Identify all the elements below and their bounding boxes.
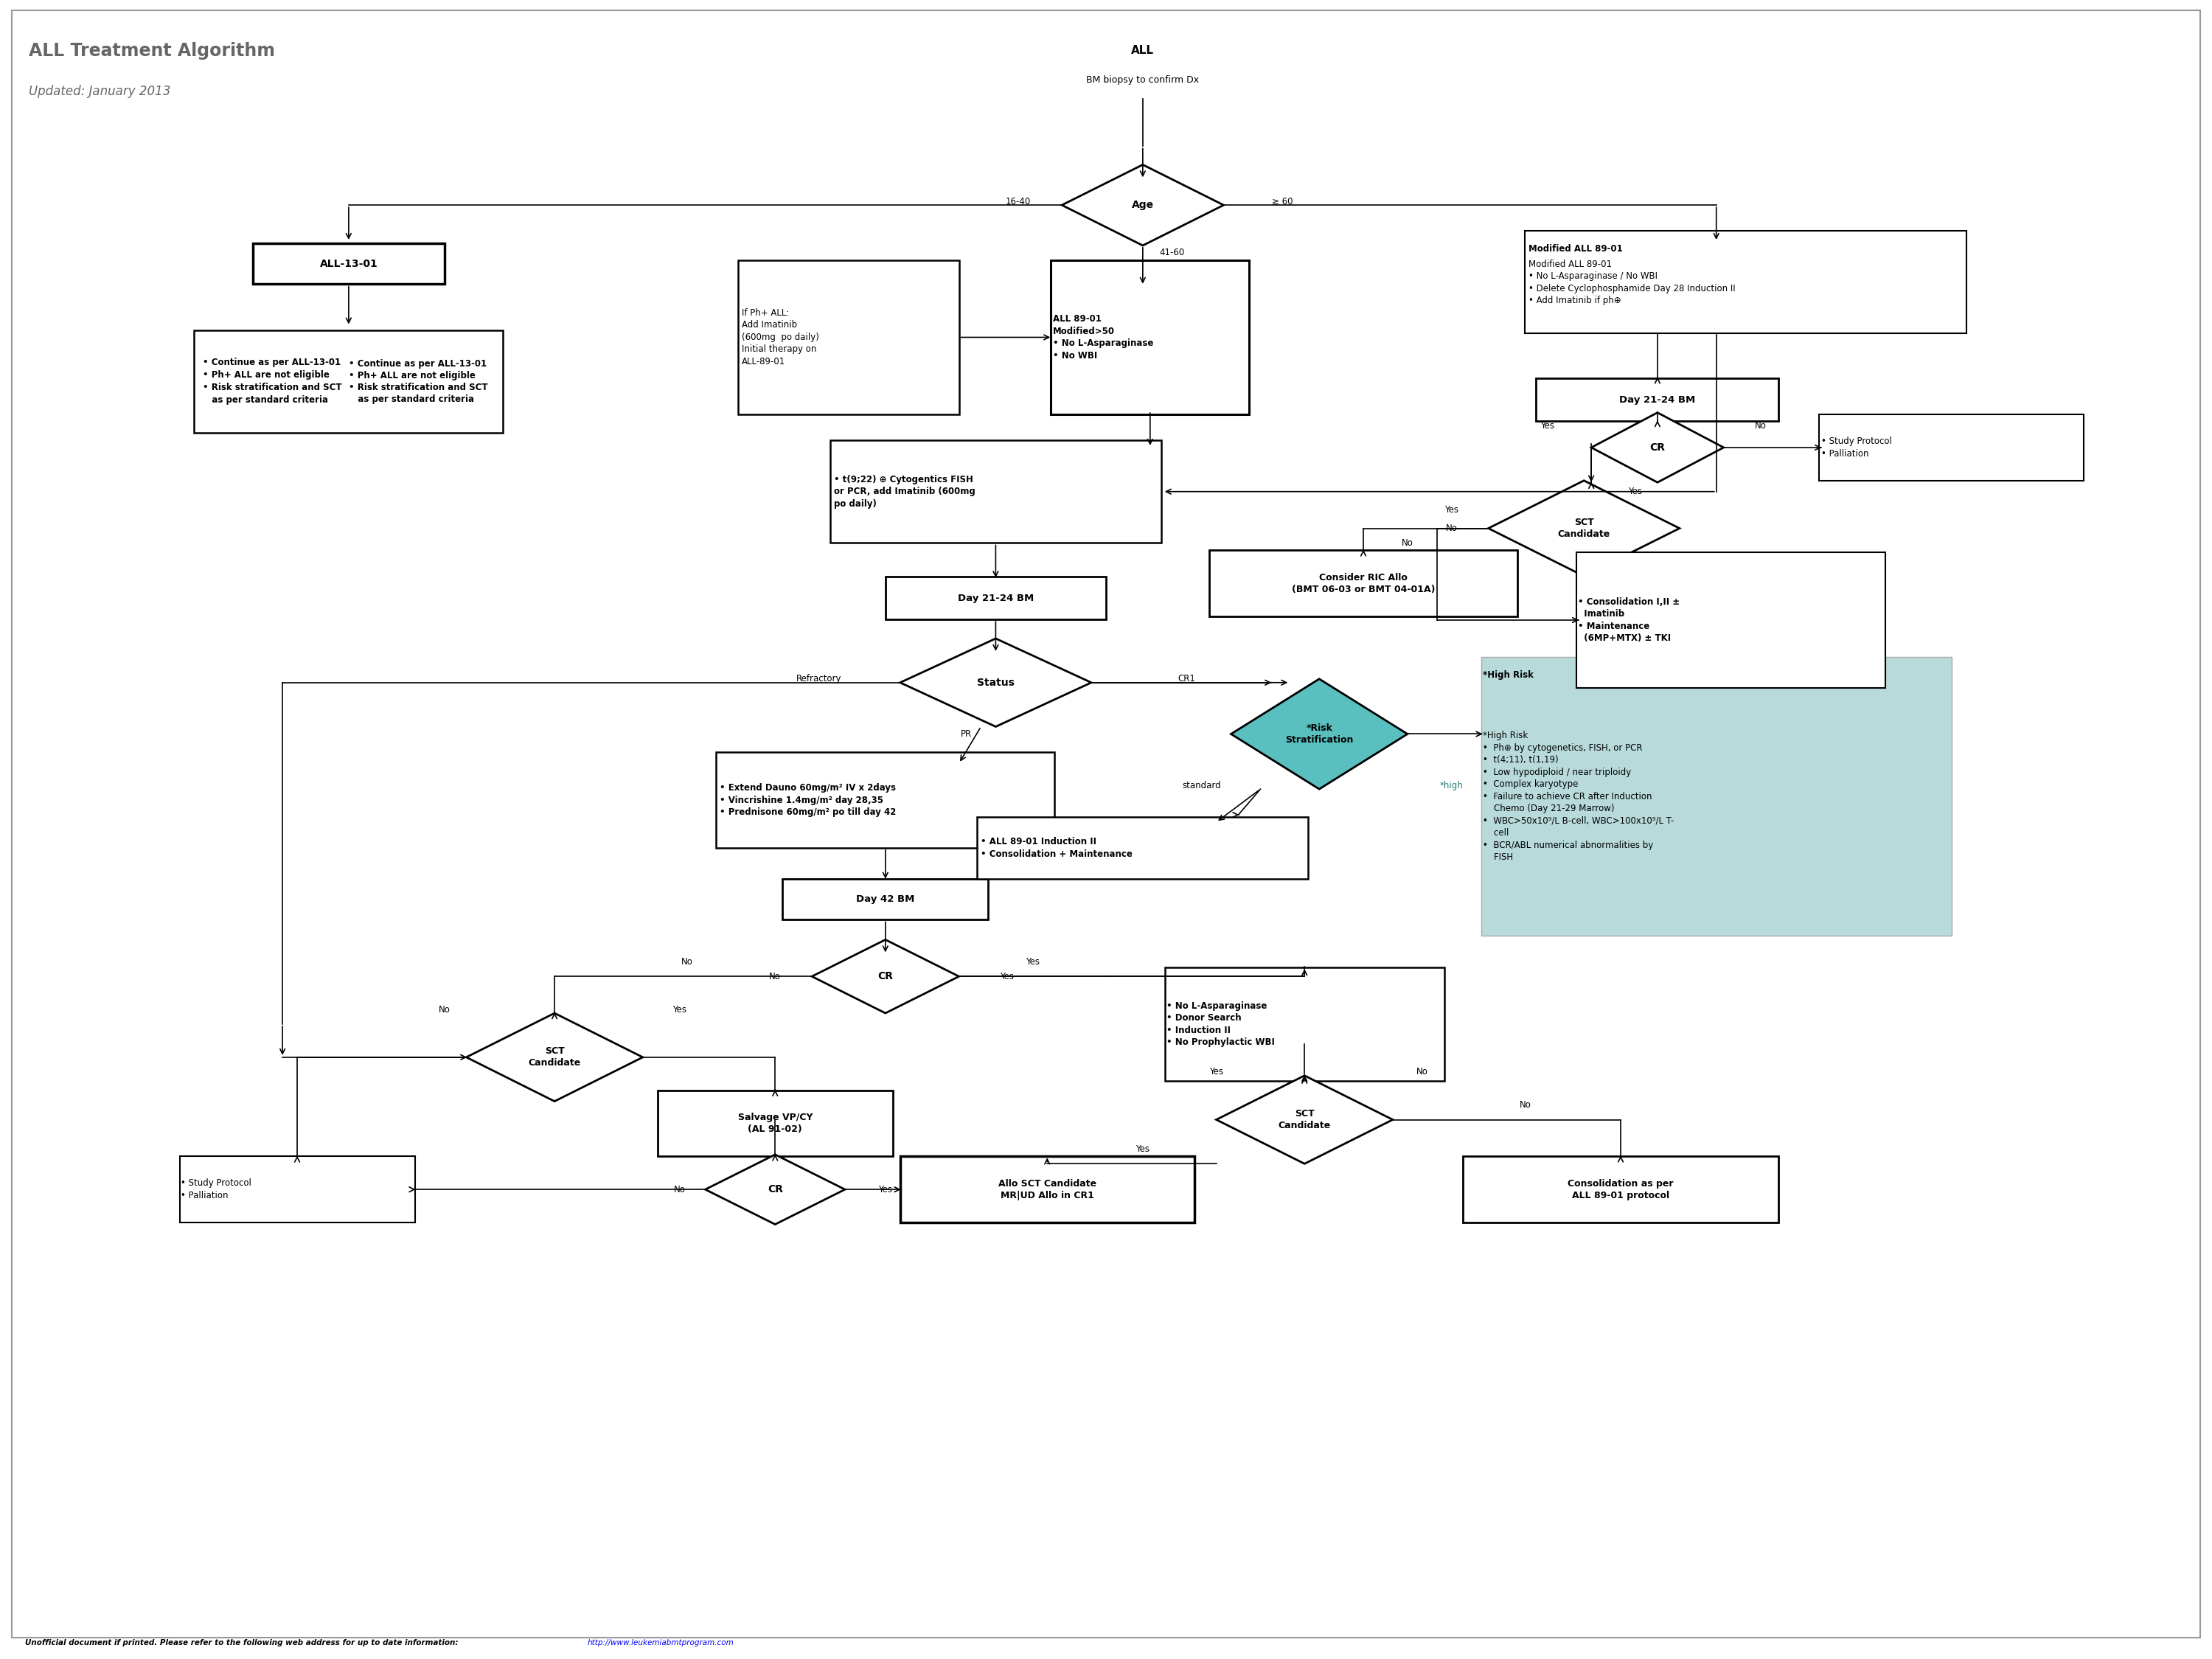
Polygon shape	[900, 639, 1091, 727]
Bar	[657, 1090, 894, 1156]
Text: No: No	[1520, 1100, 1531, 1110]
Text: Modified ALL 89-01
• No L-Asparaginase / No WBI
• Delete Cyclophosphamide Day 28: Modified ALL 89-01 • No L-Asparaginase /…	[1528, 259, 1736, 305]
Bar	[1166, 967, 1444, 1082]
Text: Day 21-24 BM: Day 21-24 BM	[1619, 395, 1697, 405]
Text: • Extend Dauno 60mg/m² IV x 2days
• Vincrishine 1.4mg/m² day 28,35
• Prednisone : • Extend Dauno 60mg/m² IV x 2days • Vinc…	[719, 783, 896, 818]
Bar	[900, 1156, 1194, 1223]
Text: ALL 89-01
Modified>50
• No L-Asparaginase
• No WBI: ALL 89-01 Modified>50 • No L-Asparaginas…	[1053, 314, 1155, 360]
Bar	[739, 260, 960, 415]
Text: Yes: Yes	[878, 1185, 891, 1194]
Text: Yes: Yes	[1628, 486, 1641, 496]
Text: http://www.leukemiabmtprogram.com: http://www.leukemiabmtprogram.com	[588, 1639, 734, 1646]
Text: Salvage VP/CY
(AL 91-02): Salvage VP/CY (AL 91-02)	[739, 1113, 812, 1135]
Text: Refractory: Refractory	[796, 674, 843, 684]
Bar	[1818, 415, 2084, 481]
Text: Yes: Yes	[672, 1005, 686, 1014]
Bar	[1535, 378, 1778, 421]
Text: No: No	[675, 1185, 686, 1194]
Bar	[783, 879, 989, 919]
Bar	[830, 440, 1161, 542]
Text: PR: PR	[960, 730, 971, 738]
Polygon shape	[1217, 1075, 1394, 1163]
Text: No: No	[1754, 421, 1765, 430]
Text: SCT
Candidate: SCT Candidate	[529, 1047, 582, 1068]
Polygon shape	[706, 1155, 845, 1224]
Text: BM biopsy to confirm Dx: BM biopsy to confirm Dx	[1086, 75, 1199, 85]
Polygon shape	[1232, 679, 1407, 790]
Bar	[1577, 552, 1885, 688]
Text: Yes: Yes	[1135, 1145, 1150, 1155]
Text: Day 21-24 BM: Day 21-24 BM	[958, 594, 1033, 602]
Polygon shape	[1489, 481, 1679, 576]
Text: Yes: Yes	[1000, 972, 1013, 980]
Bar	[179, 1156, 416, 1223]
Text: • Continue as per ALL-13-01
• Ph+ ALL are not eligible
• Risk stratification and: • Continue as per ALL-13-01 • Ph+ ALL ar…	[349, 358, 487, 403]
Text: No: No	[1402, 538, 1413, 547]
Bar	[1210, 551, 1517, 617]
Text: 41-60: 41-60	[1159, 249, 1186, 257]
Text: 16-40: 16-40	[1004, 197, 1031, 206]
Text: SCT
Candidate: SCT Candidate	[1557, 518, 1610, 539]
Text: standard: standard	[1181, 781, 1221, 790]
Text: *high: *high	[1440, 781, 1464, 790]
Text: Yes: Yes	[1210, 1067, 1223, 1077]
Text: Modified ALL 89-01: Modified ALL 89-01	[1528, 244, 1624, 254]
Text: • No L-Asparaginase
• Donor Search
• Induction II
• No Prophylactic WBI: • No L-Asparaginase • Donor Search • Ind…	[1166, 1000, 1274, 1047]
Text: No: No	[681, 957, 692, 967]
Polygon shape	[812, 939, 960, 1014]
Text: CR: CR	[768, 1185, 783, 1194]
Text: • Continue as per ALL-13-01
• Ph+ ALL are not eligible
• Risk stratification and: • Continue as per ALL-13-01 • Ph+ ALL ar…	[204, 358, 343, 405]
Text: CR: CR	[1650, 443, 1666, 453]
Text: • Consolidation I,II ±
  Imatinib
• Maintenance
  (6MP+MTX) ± TKI: • Consolidation I,II ± Imatinib • Mainte…	[1577, 597, 1679, 644]
Text: ≥ 60: ≥ 60	[1272, 197, 1294, 206]
Text: No: No	[1416, 1067, 1429, 1077]
Text: CR1: CR1	[1179, 674, 1197, 684]
Bar	[885, 577, 1106, 619]
Text: Age: Age	[1133, 201, 1155, 211]
Text: SCT
Candidate: SCT Candidate	[1279, 1108, 1332, 1130]
Text: *High Risk: *High Risk	[1482, 670, 1533, 680]
Bar	[1051, 260, 1250, 415]
Text: Yes: Yes	[1444, 504, 1458, 514]
Bar	[1482, 657, 1951, 936]
Text: No: No	[438, 1005, 449, 1014]
Bar	[1462, 1156, 1778, 1223]
Text: Yes: Yes	[1540, 421, 1555, 430]
Text: ALL Treatment Algorithm: ALL Treatment Algorithm	[29, 41, 274, 60]
Text: • ALL 89-01 Induction II
• Consolidation + Maintenance: • ALL 89-01 Induction II • Consolidation…	[980, 838, 1133, 859]
Text: • Study Protocol
• Palliation: • Study Protocol • Palliation	[1820, 436, 1891, 458]
Polygon shape	[1590, 413, 1723, 483]
Text: *High Risk
•  Ph⊕ by cytogenetics, FISH, or PCR
•  t(4;11), t(1,19)
•  Low hypod: *High Risk • Ph⊕ by cytogenetics, FISH, …	[1482, 732, 1674, 863]
Text: ALL-13-01: ALL-13-01	[319, 259, 378, 269]
Text: Allo SCT Candidate
MR|UD Allo in CR1: Allo SCT Candidate MR|UD Allo in CR1	[998, 1180, 1097, 1199]
Text: If Ph+ ALL:
Add Imatinib
(600mg  po daily)
Initial therapy on
ALL-89-01: If Ph+ ALL: Add Imatinib (600mg po daily…	[741, 309, 818, 367]
Text: Updated: January 2013: Updated: January 2013	[29, 85, 170, 98]
Text: • Study Protocol
• Palliation: • Study Protocol • Palliation	[181, 1178, 252, 1201]
Bar	[195, 330, 502, 433]
Text: Unofficial document if printed. Please refer to the following web address for up: Unofficial document if printed. Please r…	[24, 1639, 460, 1646]
Text: Yes: Yes	[1026, 957, 1040, 967]
Polygon shape	[467, 1014, 644, 1102]
Bar	[252, 244, 445, 284]
Text: ALL: ALL	[1130, 45, 1155, 56]
Text: Consider RIC Allo
(BMT 06-03 or BMT 04-01A): Consider RIC Allo (BMT 06-03 or BMT 04-0…	[1292, 572, 1436, 594]
Text: *Risk
Stratification: *Risk Stratification	[1285, 723, 1354, 745]
Text: No: No	[1447, 524, 1458, 533]
Text: Consolidation as per
ALL 89-01 protocol: Consolidation as per ALL 89-01 protocol	[1568, 1180, 1674, 1199]
Text: No: No	[770, 972, 781, 980]
Text: Status: Status	[978, 677, 1015, 688]
Bar	[978, 816, 1307, 879]
Text: CR: CR	[878, 971, 894, 982]
Bar	[717, 753, 1055, 848]
Text: Day 42 BM: Day 42 BM	[856, 894, 916, 904]
Text: • t(9;22) ⊕ Cytogentics FISH
or PCR, add Imatinib (600mg
po daily): • t(9;22) ⊕ Cytogentics FISH or PCR, add…	[834, 474, 975, 509]
Polygon shape	[1062, 164, 1223, 246]
Bar	[1524, 231, 1966, 333]
